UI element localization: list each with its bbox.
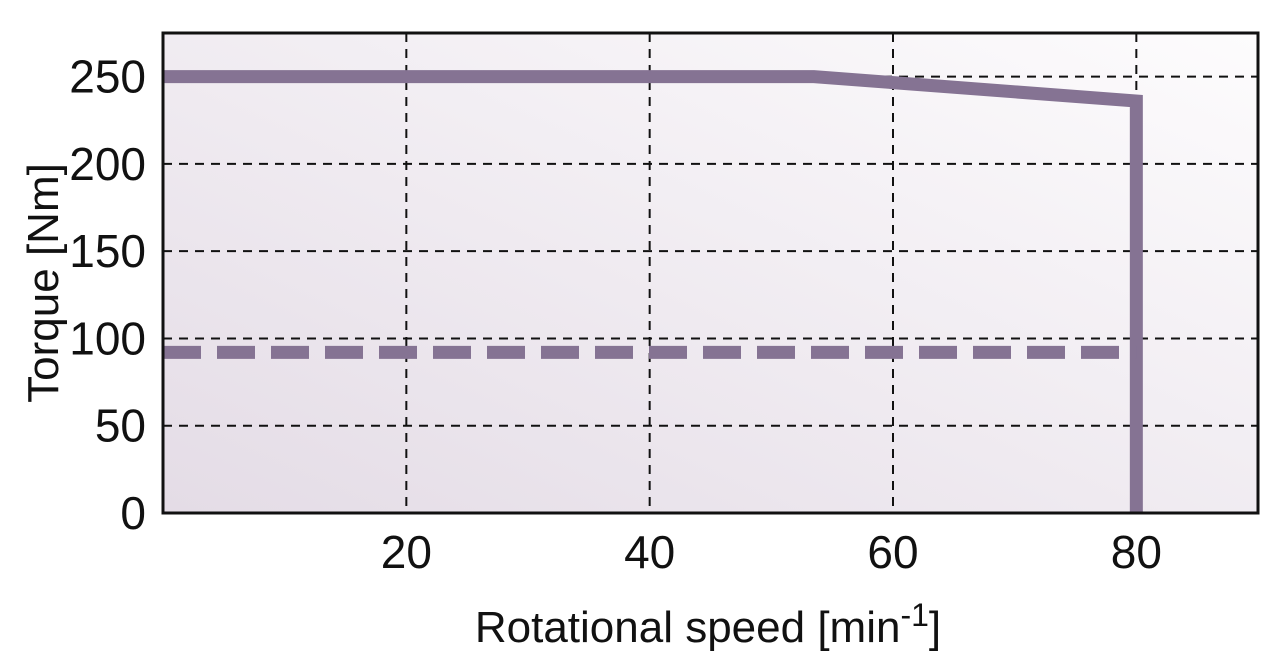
plot-background: [163, 33, 1258, 513]
y-tick-label: 250: [69, 51, 146, 103]
data-series: [163, 70, 1143, 513]
y-tick-label: 50: [95, 400, 146, 452]
y-tick-label: 150: [69, 225, 146, 277]
y-axis-title: Torque [Nm]: [19, 163, 68, 403]
plot-frame: [161, 31, 1260, 515]
x-axis-title-suffix: ]: [929, 603, 941, 652]
x-axis-title-main: Rotational speed [min: [475, 603, 901, 652]
y-tick-label: 0: [120, 487, 146, 539]
x-tick-label: 20: [381, 526, 432, 578]
y-tick-label: 200: [69, 138, 146, 190]
series-line-solid: [163, 70, 1143, 513]
y-tick-labels: 0 50 100 150 200 250: [69, 51, 146, 539]
x-tick-label: 40: [624, 526, 675, 578]
y-tick-label: 100: [69, 312, 146, 364]
x-tick-labels: 20 40 60 80: [381, 526, 1162, 578]
x-axis-title: Rotational speed [min-1]: [475, 597, 941, 652]
x-axis-title-superscript: -1: [900, 597, 928, 633]
x-tick-label: 60: [867, 526, 918, 578]
x-tick-label: 80: [1111, 526, 1162, 578]
